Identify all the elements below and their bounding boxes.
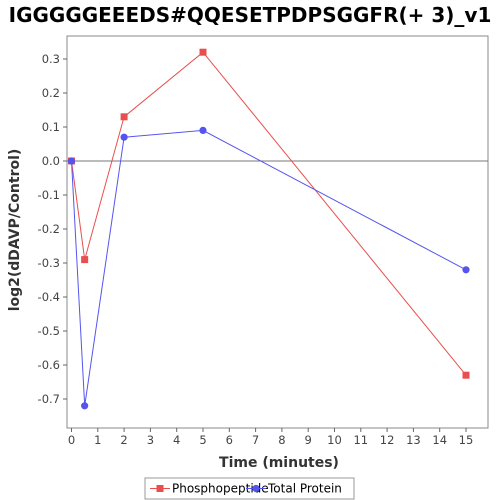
x-tick-label: 12 — [380, 433, 395, 447]
axes-layer: -0.7 -0.6 -0.5 -0.4 -0.3 -0.2 -0.1 0.0 0.1 0.2 0.3… — [38, 52, 474, 447]
y-tick-label: -0.4 — [38, 290, 60, 304]
y-tick-label: -0.5 — [38, 324, 60, 338]
legend: Phosphopeptide Total Protein — [144, 477, 355, 500]
plot-area — [66, 35, 489, 429]
plot-layer — [67, 48, 488, 410]
x-tick-label: 4 — [173, 433, 180, 447]
chart-title: IGGGGGEEEDS#QQESETPDPSGGFR(+ 3)_v1 — [9, 3, 492, 27]
data-point-square — [462, 371, 470, 379]
x-tick-label: 3 — [147, 433, 154, 447]
x-axis-label: Time (minutes) — [219, 455, 339, 471]
y-axis-label: log2(dDAVP/Control) — [7, 149, 23, 312]
x-tick-label: 6 — [226, 433, 233, 447]
x-tick-label: 13 — [406, 433, 421, 447]
data-point-circle — [81, 402, 89, 410]
x-tick-label: 1 — [94, 433, 101, 447]
y-tick-label: 0.3 — [42, 52, 60, 66]
y-tick-label: -0.1 — [38, 188, 60, 202]
x-tick-label: 14 — [432, 433, 447, 447]
y-tick-label: -0.7 — [38, 392, 60, 406]
y-tick-label: 0.2 — [42, 86, 60, 100]
data-point-square — [81, 256, 89, 264]
y-tick-label: -0.2 — [38, 222, 60, 236]
legend-label: Phosphopeptide — [172, 482, 269, 496]
x-tick-label: 8 — [278, 433, 285, 447]
x-tick-label: 7 — [252, 433, 259, 447]
y-tick-label: -0.6 — [38, 358, 60, 372]
x-tick-label: 0 — [68, 433, 75, 447]
legend-circle-marker — [252, 484, 260, 493]
x-tick-label: 9 — [305, 433, 312, 447]
x-tick-label: 2 — [120, 433, 127, 447]
data-point-circle — [462, 266, 470, 274]
x-tick-label: 10 — [327, 433, 342, 447]
data-point-square — [120, 113, 128, 121]
legend-square-marker — [156, 485, 164, 492]
data-point-circle — [67, 157, 76, 165]
data-point-circle — [120, 133, 128, 141]
data-point-square — [199, 48, 207, 56]
y-tick-label: 0.1 — [42, 120, 60, 134]
x-tick-label: 11 — [353, 433, 368, 447]
data-point-circle — [199, 126, 207, 134]
x-tick-label: 5 — [199, 433, 206, 447]
legend-label: Total Protein — [267, 482, 342, 496]
x-tick-label: 15 — [459, 433, 474, 447]
y-tick-label: -0.3 — [38, 256, 60, 270]
y-tick-label: 0.0 — [42, 154, 60, 168]
